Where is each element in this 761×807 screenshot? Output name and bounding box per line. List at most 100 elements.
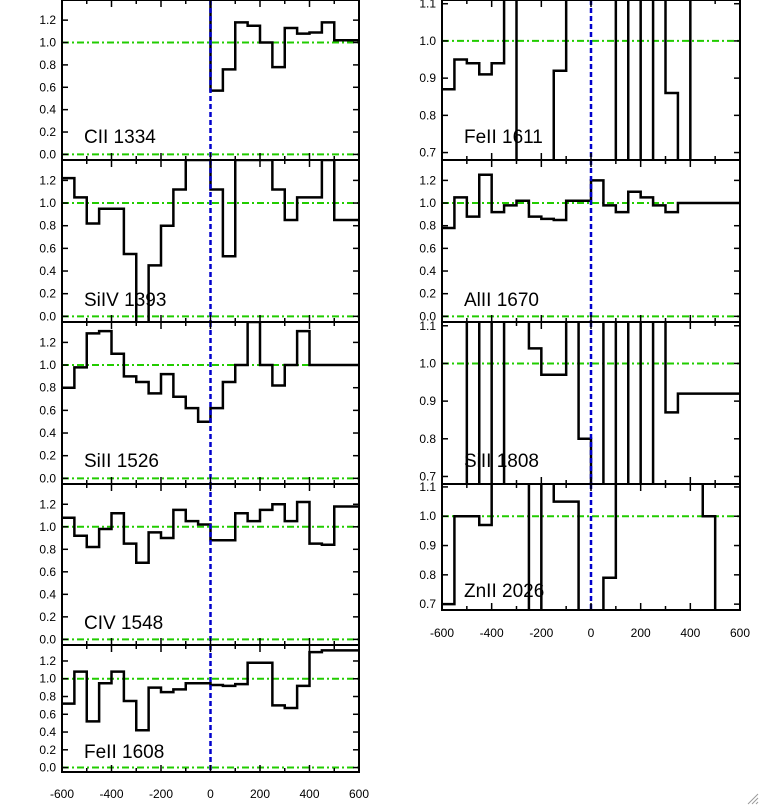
y-tick-label: 1.2 (39, 173, 56, 187)
y-tick-label: 1.2 (39, 13, 56, 27)
y-tick-label: 0.7 (419, 146, 436, 160)
y-tick-label: 0.6 (39, 707, 56, 721)
x-tick-label: -400 (480, 626, 504, 640)
spectrum-histogram (442, 173, 740, 230)
y-tick-label: 0.2 (39, 610, 56, 624)
y-tick-label: 1.2 (39, 654, 56, 668)
y-tick-label: 0.4 (39, 103, 56, 117)
y-tick-label: 0.2 (39, 743, 56, 757)
y-tick-label: 0.8 (39, 542, 56, 556)
x-tick-label: 600 (730, 626, 750, 640)
y-tick-label: 0.0 (39, 309, 56, 323)
y-tick-label: 1.2 (39, 335, 56, 349)
ion-label: CII 1334 (84, 127, 156, 148)
y-tick-label: 1.2 (419, 173, 436, 187)
y-tick-label: 0.8 (419, 219, 436, 233)
ion-label: FeII 1611 (464, 127, 543, 148)
spectrum-histogram (62, 500, 359, 565)
spectrum-histogram (62, 160, 359, 322)
y-tick-label: 0.8 (39, 690, 56, 704)
y-tick-label: 1.0 (419, 34, 436, 48)
x-axis-left: -600 -400 -200 0 200 400 600 (50, 787, 369, 801)
y-tick-label: 0.6 (39, 241, 56, 255)
spectrum-histogram (442, 484, 717, 610)
y-tick-label: 0.9 (419, 394, 436, 408)
panel-alii-1670: 0.0 0.2 0.4 0.6 0.8 1.0 1.2 AlII 1670 (419, 159, 741, 323)
y-tick-label: 0.9 (419, 539, 436, 553)
y-tick-label: 0.8 (419, 108, 436, 122)
x-tick-label: -600 (430, 626, 454, 640)
y-tick-label: 0.7 (419, 469, 436, 483)
y-tick-label: 0.4 (39, 264, 56, 278)
y-tick-label: 0.4 (39, 725, 56, 739)
panel-siii-1808: 0.7 0.8 0.9 1.0 1.1 SiII 1808 (419, 319, 741, 485)
y-tick-label: 1.0 (39, 196, 56, 210)
y-tick-label: 1.0 (419, 509, 436, 523)
y-tick-label: 0.6 (419, 241, 436, 255)
y-tick-label: 0.8 (39, 58, 56, 72)
y-tick-label: 1.0 (39, 520, 56, 534)
y-tick-label: 1.1 (419, 0, 436, 11)
y-tick-label: 1.1 (419, 319, 436, 333)
y-tick-label: 0.2 (39, 125, 56, 139)
y-tick-label: 1.0 (419, 356, 436, 370)
y-tick-label: 1.0 (39, 672, 56, 686)
ion-label: SiII 1808 (464, 451, 539, 472)
x-tick-label: 400 (299, 787, 319, 801)
y-tick-label: 1.0 (39, 36, 56, 50)
x-tick-label: 200 (250, 787, 270, 801)
y-tick-label: 0.6 (39, 403, 56, 417)
y-tick-label: 1.2 (39, 497, 56, 511)
resize-grip-icon[interactable] (747, 793, 759, 805)
x-tick-label: 0 (588, 626, 595, 640)
panel-feii-1608: 0.0 0.2 0.4 0.6 0.8 1.0 1.2 FeII 1608 (39, 644, 360, 775)
y-tick-label: 1.0 (419, 196, 436, 210)
x-axis-right: -600 -400 -200 0 200 400 600 (430, 626, 750, 640)
x-tick-label: -600 (50, 787, 74, 801)
x-tick-label: -200 (529, 626, 553, 640)
x-tick-label: -200 (149, 787, 173, 801)
y-tick-label: 1.1 (419, 480, 436, 494)
y-tick-label: 0.9 (419, 71, 436, 85)
y-tick-label: 0.8 (39, 381, 56, 395)
y-tick-label: 0.2 (419, 287, 436, 301)
y-tick-label: 0.7 (419, 597, 436, 611)
ion-label: SiIV 1393 (84, 290, 166, 311)
ion-label: ZnII 2026 (464, 581, 544, 602)
x-tick-label: 600 (349, 787, 369, 801)
y-tick-label: 0.8 (419, 432, 436, 446)
spectrum-histogram (62, 322, 359, 423)
y-tick-label: 0.4 (39, 587, 56, 601)
panel-civ-1548: 0.0 0.2 0.4 0.6 0.8 1.0 1.2 CIV 1548 (39, 483, 360, 646)
panel-siii-1526: 0.0 0.2 0.4 0.6 0.8 1.0 1.2 SiII 1526 (39, 321, 360, 485)
x-tick-label: 0 (207, 787, 214, 801)
x-tick-label: -400 (99, 787, 123, 801)
y-tick-label: 0.4 (419, 264, 436, 278)
y-tick-label: 0.0 (39, 471, 56, 485)
y-tick-label: 0.6 (39, 80, 56, 94)
panel-cii-1334: 0.0 0.2 0.4 0.6 0.8 1.0 1.2 CII 1334 (39, 0, 360, 161)
y-tick-label: 0.6 (39, 565, 56, 579)
y-tick-label: 1.0 (39, 358, 56, 372)
ion-label: CIV 1548 (84, 613, 163, 634)
panel-feii-1611: 0.7 0.8 0.9 1.0 1.1 FeII 1611 (419, 0, 741, 161)
y-tick-label: 0.0 (419, 309, 436, 323)
ion-label: FeII 1608 (84, 742, 164, 763)
y-tick-label: 0.4 (39, 426, 56, 440)
y-tick-label: 0.0 (39, 147, 56, 161)
y-tick-label: 0.0 (39, 632, 56, 646)
x-tick-label: 400 (680, 626, 700, 640)
y-tick-label: 0.0 (39, 761, 56, 775)
y-tick-label: 0.8 (419, 568, 436, 582)
spectrum-histogram (442, 0, 692, 160)
spectrum-histogram (209, 0, 359, 92)
y-tick-label: 0.8 (39, 219, 56, 233)
panel-znii-2026: 0.7 0.8 0.9 1.0 1.1 ZnII 2026 (419, 480, 741, 611)
ion-label: SiII 1526 (84, 451, 159, 472)
x-tick-label: 200 (631, 626, 651, 640)
ion-label: AlII 1670 (464, 290, 539, 311)
spectrum-histogram (62, 649, 359, 732)
panel-siiv-1393: 0.0 0.2 0.4 0.6 0.8 1.0 1.2 SiIV 1393 (39, 159, 360, 323)
y-tick-label: 0.2 (39, 449, 56, 463)
